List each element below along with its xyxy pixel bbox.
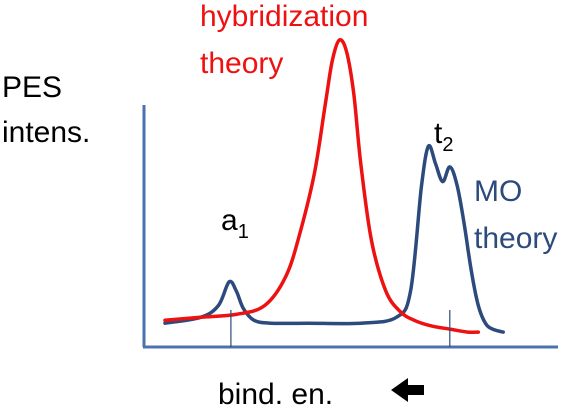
peak-label-t2: t2 bbox=[434, 117, 453, 156]
x-axis-label: bind. en. bbox=[218, 378, 333, 410]
series-line-mo bbox=[163, 143, 505, 334]
peak-ticks bbox=[230, 310, 451, 347]
series-label-hybridization-line-2: theory bbox=[200, 47, 283, 80]
series-line-hybridization bbox=[163, 38, 481, 335]
left-arrow-icon bbox=[391, 378, 424, 402]
peak-label-a1: a1 bbox=[221, 204, 249, 243]
axes bbox=[142, 105, 558, 349]
series-label-mo-line-2: theory bbox=[474, 222, 557, 255]
plot-lines bbox=[163, 38, 505, 335]
y-axis-label-line-2: intens. bbox=[2, 116, 90, 149]
series-label-mo-line-1: MO bbox=[474, 175, 522, 208]
peak-label-a1-sub: 1 bbox=[238, 221, 249, 243]
peak-label-t2-sub: 2 bbox=[442, 134, 453, 156]
peak-label-a1-base: a bbox=[221, 204, 238, 237]
series-label-hybridization-line-1: hybridization bbox=[200, 0, 368, 33]
peak-label-t2-base: t bbox=[434, 117, 443, 150]
y-axis-label-line-1: PES bbox=[2, 71, 62, 104]
